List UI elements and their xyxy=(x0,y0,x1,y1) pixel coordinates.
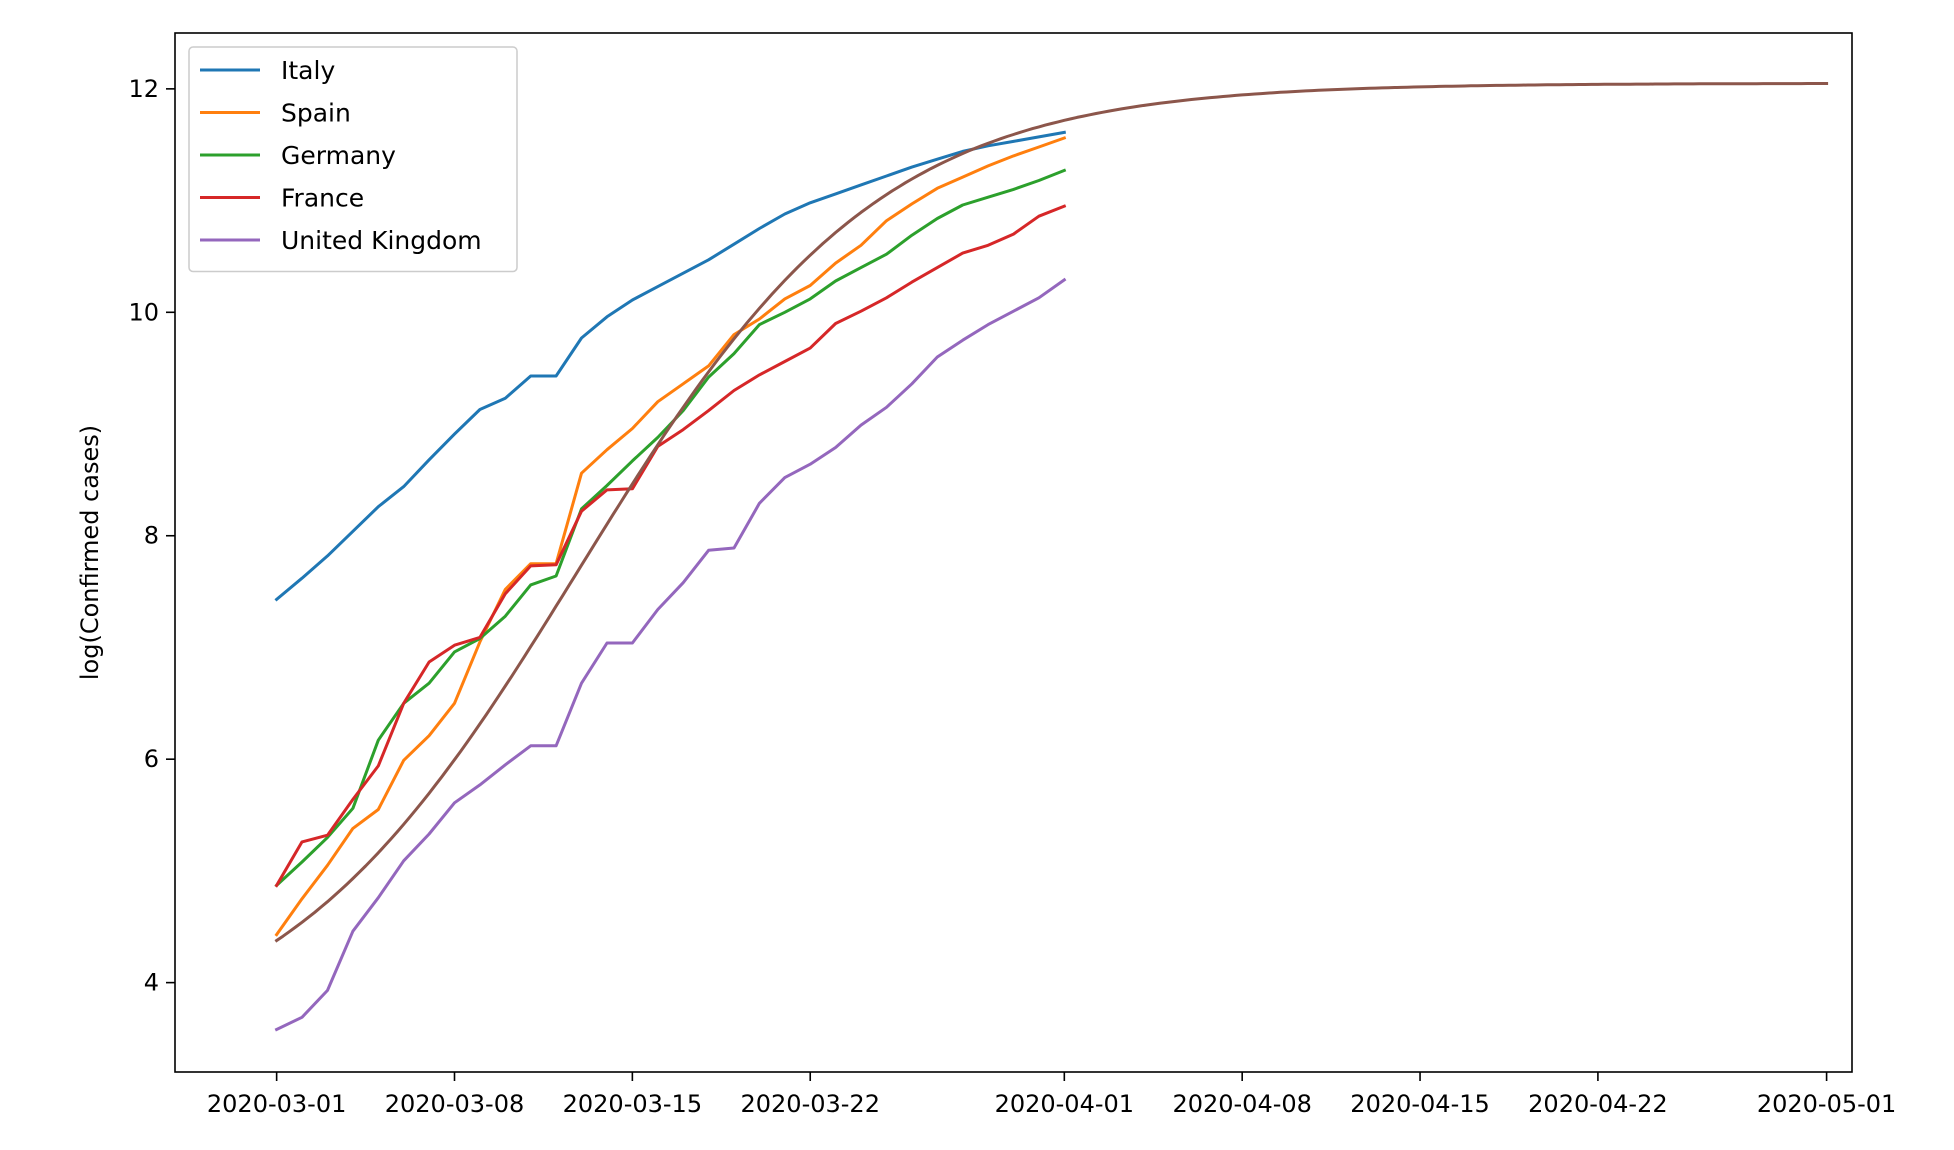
x-tick-label: 2020-03-08 xyxy=(385,1090,524,1118)
x-tick-label: 2020-03-22 xyxy=(740,1090,879,1118)
series-line-fitted-curve xyxy=(274,82,1829,943)
y-axis: 4 6 8 10 12 xyxy=(128,75,175,997)
series-line-france xyxy=(274,204,1067,888)
x-tick-label: 2020-03-15 xyxy=(563,1090,702,1118)
plot-frame xyxy=(174,32,1853,1073)
y-axis-label: log(Confirmed cases) xyxy=(76,425,104,680)
y-tick-label: 10 xyxy=(128,298,159,326)
y-tick-label: 12 xyxy=(128,75,159,103)
y-tick-label: 6 xyxy=(144,745,159,773)
legend-box xyxy=(188,46,518,273)
legend-label: Germany xyxy=(281,141,396,170)
x-axis: 2020-03-01 2020-03-08 2020-03-15 2020-03-22… xyxy=(207,1072,1896,1118)
legend-label: France xyxy=(281,184,364,213)
legend-label: Spain xyxy=(281,99,351,128)
series-line-united-kingdom xyxy=(274,277,1067,1032)
x-tick-label: 2020-05-01 xyxy=(1757,1090,1896,1118)
legend-label: Italy xyxy=(281,56,335,85)
x-tick-label: 2020-04-15 xyxy=(1350,1090,1489,1118)
legend: Italy Spain Germany France United Kingdom xyxy=(188,46,518,273)
x-tick-label: 2020-04-22 xyxy=(1528,1090,1667,1118)
series-layer xyxy=(274,82,1829,1032)
series-line-spain xyxy=(274,136,1067,937)
x-tick-label: 2020-03-01 xyxy=(207,1090,346,1118)
legend-label: United Kingdom xyxy=(281,226,482,255)
y-tick-label: 8 xyxy=(144,522,159,550)
x-tick-label: 2020-04-01 xyxy=(995,1090,1134,1118)
x-tick-label: 2020-04-08 xyxy=(1172,1090,1311,1118)
y-tick-label: 4 xyxy=(144,969,159,997)
series-line-italy xyxy=(274,130,1067,602)
